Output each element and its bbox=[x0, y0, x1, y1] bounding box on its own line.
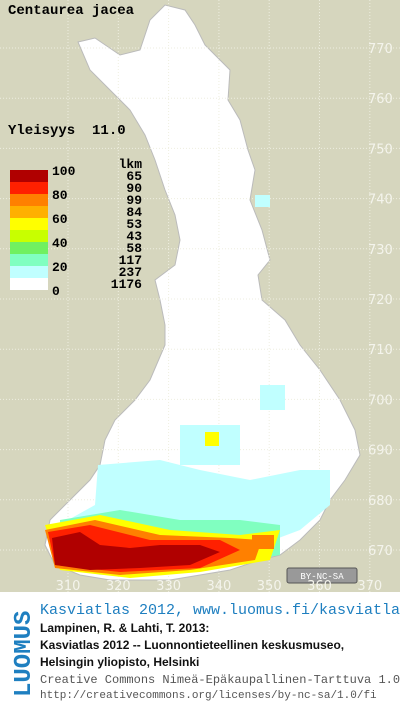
legend-swatch bbox=[10, 182, 48, 194]
legend-count: 43 bbox=[126, 229, 142, 244]
grid-label: 700 bbox=[368, 393, 393, 408]
legend-swatch bbox=[10, 254, 48, 266]
legend-scale-label: 60 bbox=[52, 212, 68, 227]
legend-swatch bbox=[10, 230, 48, 242]
occurrence-patches bbox=[45, 195, 330, 578]
grid-label: 720 bbox=[368, 293, 393, 308]
legend-count: 58 bbox=[126, 241, 142, 256]
legend-scale-label: 100 bbox=[52, 164, 76, 179]
grid-label: 740 bbox=[368, 193, 393, 208]
grid-label: 760 bbox=[368, 92, 393, 107]
grid-label: 710 bbox=[368, 343, 393, 358]
legend-swatch bbox=[10, 218, 48, 230]
legend-swatch bbox=[10, 242, 48, 254]
grid-label: 320 bbox=[106, 579, 131, 594]
grid-label: 680 bbox=[368, 494, 393, 509]
grid-label: 730 bbox=[368, 243, 393, 258]
species-title: Centaurea jacea bbox=[8, 3, 135, 19]
legend-count: 117 bbox=[119, 253, 142, 268]
legend-scale-label: 40 bbox=[52, 236, 68, 251]
grid-label: 330 bbox=[156, 579, 181, 594]
legend-count: 99 bbox=[126, 193, 142, 208]
legend-swatch bbox=[10, 206, 48, 218]
count-header: lkm bbox=[119, 157, 143, 172]
legend-count: 53 bbox=[126, 217, 142, 232]
legend-count: 90 bbox=[126, 181, 142, 196]
legend-swatch bbox=[10, 170, 48, 182]
grid-label: 370 bbox=[357, 579, 382, 594]
legend-count: 84 bbox=[126, 205, 142, 220]
legend-count: 1176 bbox=[111, 277, 142, 292]
legend-scale-label: 80 bbox=[52, 188, 68, 203]
license-badge-text: BY-NC-SA bbox=[300, 572, 344, 582]
logo: LUOMUS bbox=[11, 611, 38, 697]
grid-label: 360 bbox=[307, 579, 332, 594]
legend-scale-label: 0 bbox=[52, 284, 60, 299]
credits-line: Kasviatlas 2012 -- Luonnontieteellinen k… bbox=[40, 638, 344, 652]
license-url: http://creativecommons.org/licenses/by-n… bbox=[40, 690, 377, 702]
legend-swatch bbox=[10, 194, 48, 206]
grid-label: 670 bbox=[368, 544, 393, 559]
legend-count: 65 bbox=[126, 169, 142, 184]
grid-label: 770 bbox=[368, 42, 393, 57]
grid-label: 350 bbox=[257, 579, 282, 594]
grid-label: 340 bbox=[206, 579, 231, 594]
legend-count: 237 bbox=[119, 265, 142, 280]
grid-label: 690 bbox=[368, 444, 393, 459]
credits-line: Helsingin yliopisto, Helsinki bbox=[40, 655, 199, 669]
credits-headline: Kasviatlas 2012, www.luomus.fi/kasviatla… bbox=[40, 602, 400, 619]
license-badge bbox=[286, 567, 358, 584]
legend-scale-label: 20 bbox=[52, 260, 68, 275]
grid-label: 310 bbox=[56, 579, 81, 594]
frequency: Yleisyys 11.0 bbox=[8, 123, 126, 139]
credits-line: Lampinen, R. & Lahti, T. 2013: bbox=[40, 621, 209, 635]
legend-swatch bbox=[10, 278, 48, 290]
grid-label: 750 bbox=[368, 142, 393, 157]
legend-swatch bbox=[10, 266, 48, 278]
license-text: Creative Commons Nimeä-Epäkaupallinen-Ta… bbox=[40, 673, 400, 687]
